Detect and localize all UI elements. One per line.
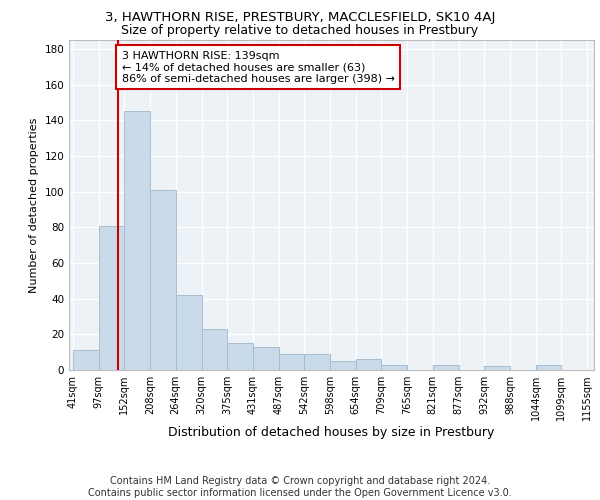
Bar xyxy=(176,295,202,370)
Bar xyxy=(278,354,304,370)
Bar xyxy=(356,360,381,370)
Y-axis label: Number of detached properties: Number of detached properties xyxy=(29,118,39,292)
Bar xyxy=(304,354,330,370)
Bar xyxy=(381,364,407,370)
Bar xyxy=(98,226,124,370)
Bar xyxy=(150,190,176,370)
Text: Size of property relative to detached houses in Prestbury: Size of property relative to detached ho… xyxy=(121,24,479,37)
Bar xyxy=(227,343,253,370)
Bar xyxy=(202,329,227,370)
X-axis label: Distribution of detached houses by size in Prestbury: Distribution of detached houses by size … xyxy=(169,426,494,439)
Bar xyxy=(330,361,356,370)
Bar xyxy=(536,364,561,370)
Text: 3, HAWTHORN RISE, PRESTBURY, MACCLESFIELD, SK10 4AJ: 3, HAWTHORN RISE, PRESTBURY, MACCLESFIEL… xyxy=(105,11,495,24)
Bar xyxy=(484,366,510,370)
Bar xyxy=(433,364,459,370)
Text: 3 HAWTHORN RISE: 139sqm
← 14% of detached houses are smaller (63)
86% of semi-de: 3 HAWTHORN RISE: 139sqm ← 14% of detache… xyxy=(122,50,395,84)
Text: Contains HM Land Registry data © Crown copyright and database right 2024.
Contai: Contains HM Land Registry data © Crown c… xyxy=(88,476,512,498)
Bar xyxy=(73,350,98,370)
Bar xyxy=(124,112,150,370)
Bar xyxy=(253,347,278,370)
